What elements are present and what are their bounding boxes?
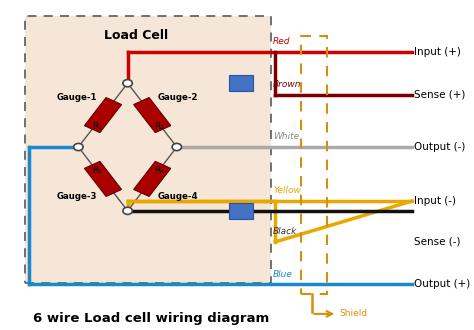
Circle shape — [123, 80, 132, 87]
Bar — [84, 161, 121, 196]
Text: Red: Red — [273, 37, 291, 46]
Circle shape — [123, 207, 132, 215]
Text: Sense (+): Sense (+) — [414, 90, 465, 100]
Text: Input (+): Input (+) — [414, 47, 461, 57]
Text: Gauge-2: Gauge-2 — [158, 93, 198, 102]
Text: Gauge-4: Gauge-4 — [157, 192, 198, 201]
Bar — [301, 36, 327, 294]
Text: R₁: R₁ — [91, 122, 101, 131]
Text: Shield: Shield — [339, 310, 367, 318]
Text: R₄: R₄ — [154, 166, 164, 175]
Circle shape — [172, 144, 182, 150]
Bar — [228, 75, 254, 91]
Text: R₃: R₃ — [91, 166, 101, 175]
Bar — [25, 16, 271, 283]
Text: Output (+): Output (+) — [414, 280, 471, 289]
Text: Yellow: Yellow — [273, 186, 301, 195]
Text: Blue: Blue — [273, 270, 293, 279]
Bar — [228, 203, 254, 219]
Text: Sense (-): Sense (-) — [414, 237, 461, 247]
Text: R₂: R₂ — [154, 122, 164, 131]
Text: 6 wire Load cell wiring diagram: 6 wire Load cell wiring diagram — [33, 312, 269, 325]
Text: Brown: Brown — [273, 80, 301, 89]
Text: Output (-): Output (-) — [414, 142, 465, 152]
Text: Gauge-1: Gauge-1 — [57, 93, 98, 102]
Text: Black: Black — [273, 227, 298, 236]
Circle shape — [73, 144, 83, 150]
Text: Load Cell: Load Cell — [103, 29, 168, 42]
Bar — [134, 98, 171, 133]
Text: Input (-): Input (-) — [414, 196, 456, 206]
Text: Gauge-3: Gauge-3 — [57, 192, 98, 201]
Text: White: White — [273, 132, 299, 141]
Bar — [134, 161, 171, 196]
Bar — [84, 98, 121, 133]
